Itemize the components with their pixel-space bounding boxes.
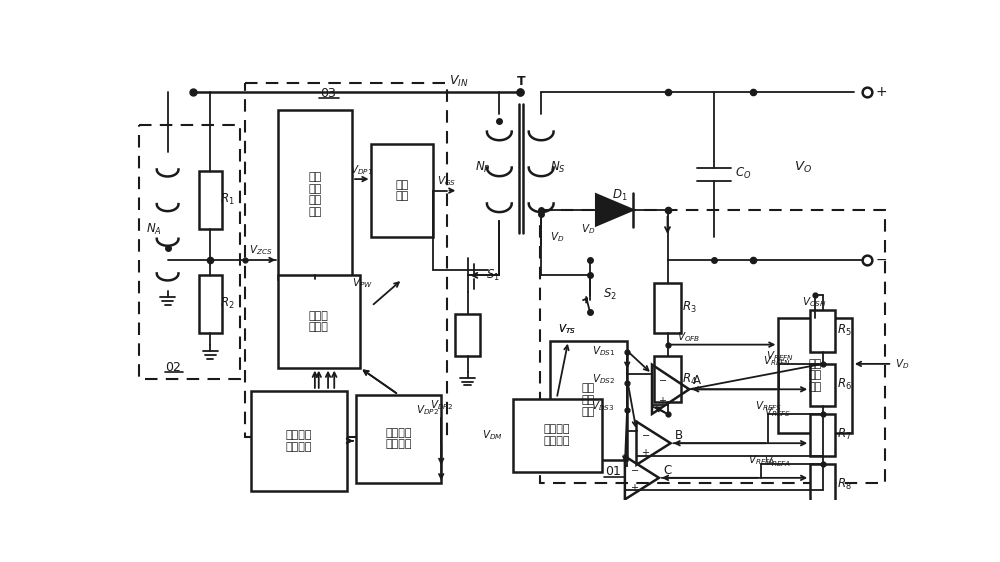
Bar [810, 364, 835, 406]
Text: 唤醒
产生
电路: 唤醒 产生 电路 [582, 383, 595, 416]
Text: $V_D$: $V_D$ [550, 230, 565, 244]
Text: $V_{REFA}$: $V_{REFA}$ [764, 455, 792, 469]
Text: $V_{GS}$: $V_{GS}$ [437, 174, 456, 188]
Bar [550, 341, 627, 460]
Text: $V_{TS}$: $V_{TS}$ [558, 323, 576, 336]
Text: $V_{REFN}$: $V_{REFN}$ [766, 350, 794, 363]
Bar [512, 398, 602, 472]
Text: $V_{PW}$: $V_{PW}$ [352, 276, 373, 290]
Text: $V_{IN}$: $V_{IN}$ [449, 74, 468, 89]
Text: $V_{DP1}$: $V_{DP1}$ [350, 163, 373, 177]
Bar [251, 391, 347, 491]
Text: $R_7$: $R_7$ [837, 427, 852, 442]
Text: $V_{DS2}$: $V_{DS2}$ [592, 373, 615, 386]
Text: $V_{OFB}$: $V_{OFB}$ [677, 330, 701, 344]
Bar [810, 464, 835, 506]
Text: $R_5$: $R_5$ [837, 323, 852, 338]
Text: $C_O$: $C_O$ [735, 166, 752, 182]
Bar [810, 310, 835, 352]
Text: $N_A$: $N_A$ [146, 221, 162, 237]
Text: 03: 03 [320, 87, 336, 100]
Text: 01: 01 [605, 465, 621, 478]
Bar [278, 110, 352, 279]
Bar [778, 318, 852, 433]
Text: $V_{REFS}$: $V_{REFS}$ [755, 400, 783, 413]
Text: $V_O$: $V_O$ [794, 160, 812, 175]
Text: 02: 02 [165, 361, 181, 374]
Bar [139, 125, 240, 379]
Text: +: + [875, 85, 887, 99]
Text: $R_4$: $R_4$ [682, 371, 697, 387]
Text: $V_D$: $V_D$ [581, 222, 595, 236]
Text: 脉冲
检测
解码
电路: 脉冲 检测 解码 电路 [308, 172, 322, 217]
Text: $V_{REFN}$: $V_{REFN}$ [763, 355, 792, 369]
Text: $V_{DS3}$: $V_{DS3}$ [591, 400, 615, 413]
Text: $R_1$: $R_1$ [220, 192, 235, 207]
Bar [245, 83, 447, 437]
Polygon shape [596, 194, 633, 225]
Text: $R_3$: $R_3$ [682, 300, 697, 315]
Bar [810, 414, 835, 456]
Text: 驱动
电路: 驱动 电路 [396, 180, 409, 201]
Text: $V_{DS1}$: $V_{DS1}$ [592, 344, 615, 357]
Text: $V_{OSH}$: $V_{OSH}$ [802, 296, 827, 309]
Bar [455, 314, 480, 356]
Text: ${−}$: ${−}$ [658, 374, 667, 383]
Bar [356, 395, 441, 483]
Text: 采样
保持
电路: 采样 保持 电路 [808, 359, 821, 392]
Text: ${−}$: ${−}$ [630, 464, 639, 474]
Text: 原边反馈
控制电路: 原边反馈 控制电路 [385, 428, 412, 450]
Text: 副边模式
检测电路: 副边模式 检测电路 [543, 424, 570, 446]
Text: $N_P$: $N_P$ [475, 160, 491, 175]
Text: $R_8$: $R_8$ [837, 477, 852, 492]
Text: $V_{DM}$: $V_{DM}$ [482, 428, 503, 442]
Text: A: A [693, 374, 701, 387]
Text: 原边模式
检测电路: 原边模式 检测电路 [285, 430, 312, 452]
Text: $V_{REFS}$: $V_{REFS}$ [764, 405, 792, 419]
Text: $S_2$: $S_2$ [603, 287, 617, 302]
Text: $V_{ZCS}$: $V_{ZCS}$ [249, 243, 272, 257]
Text: $V_{TS}$: $V_{TS}$ [558, 323, 576, 336]
Text: ${−}$: ${−}$ [641, 429, 650, 439]
Text: C: C [663, 464, 672, 477]
Bar [540, 210, 885, 483]
Text: $V_{DP2}$: $V_{DP2}$ [430, 398, 453, 411]
Text: $V_{REFA}$: $V_{REFA}$ [748, 453, 775, 467]
Text: B: B [675, 429, 683, 442]
Text: −: − [875, 253, 887, 267]
Text: $R_2$: $R_2$ [220, 296, 235, 311]
Bar [654, 283, 681, 333]
Bar [199, 275, 222, 333]
Text: $+$: $+$ [630, 482, 639, 492]
Text: $D_1$: $D_1$ [612, 188, 627, 203]
Text: $V_{DP2}$: $V_{DP2}$ [416, 403, 439, 417]
Text: $R_6$: $R_6$ [837, 377, 852, 392]
Text: $+$: $+$ [641, 447, 650, 458]
Bar [654, 356, 681, 402]
Text: $N_S$: $N_S$ [550, 160, 565, 175]
Text: $V_D$: $V_D$ [895, 357, 909, 371]
Bar [199, 171, 222, 229]
Bar [371, 144, 433, 237]
Text: T: T [517, 75, 525, 88]
Text: $S_1$: $S_1$ [486, 268, 500, 283]
Text: $+$: $+$ [658, 395, 667, 406]
Bar [278, 275, 360, 368]
Text: 脉宽频
率电路: 脉宽频 率电路 [309, 311, 329, 332]
